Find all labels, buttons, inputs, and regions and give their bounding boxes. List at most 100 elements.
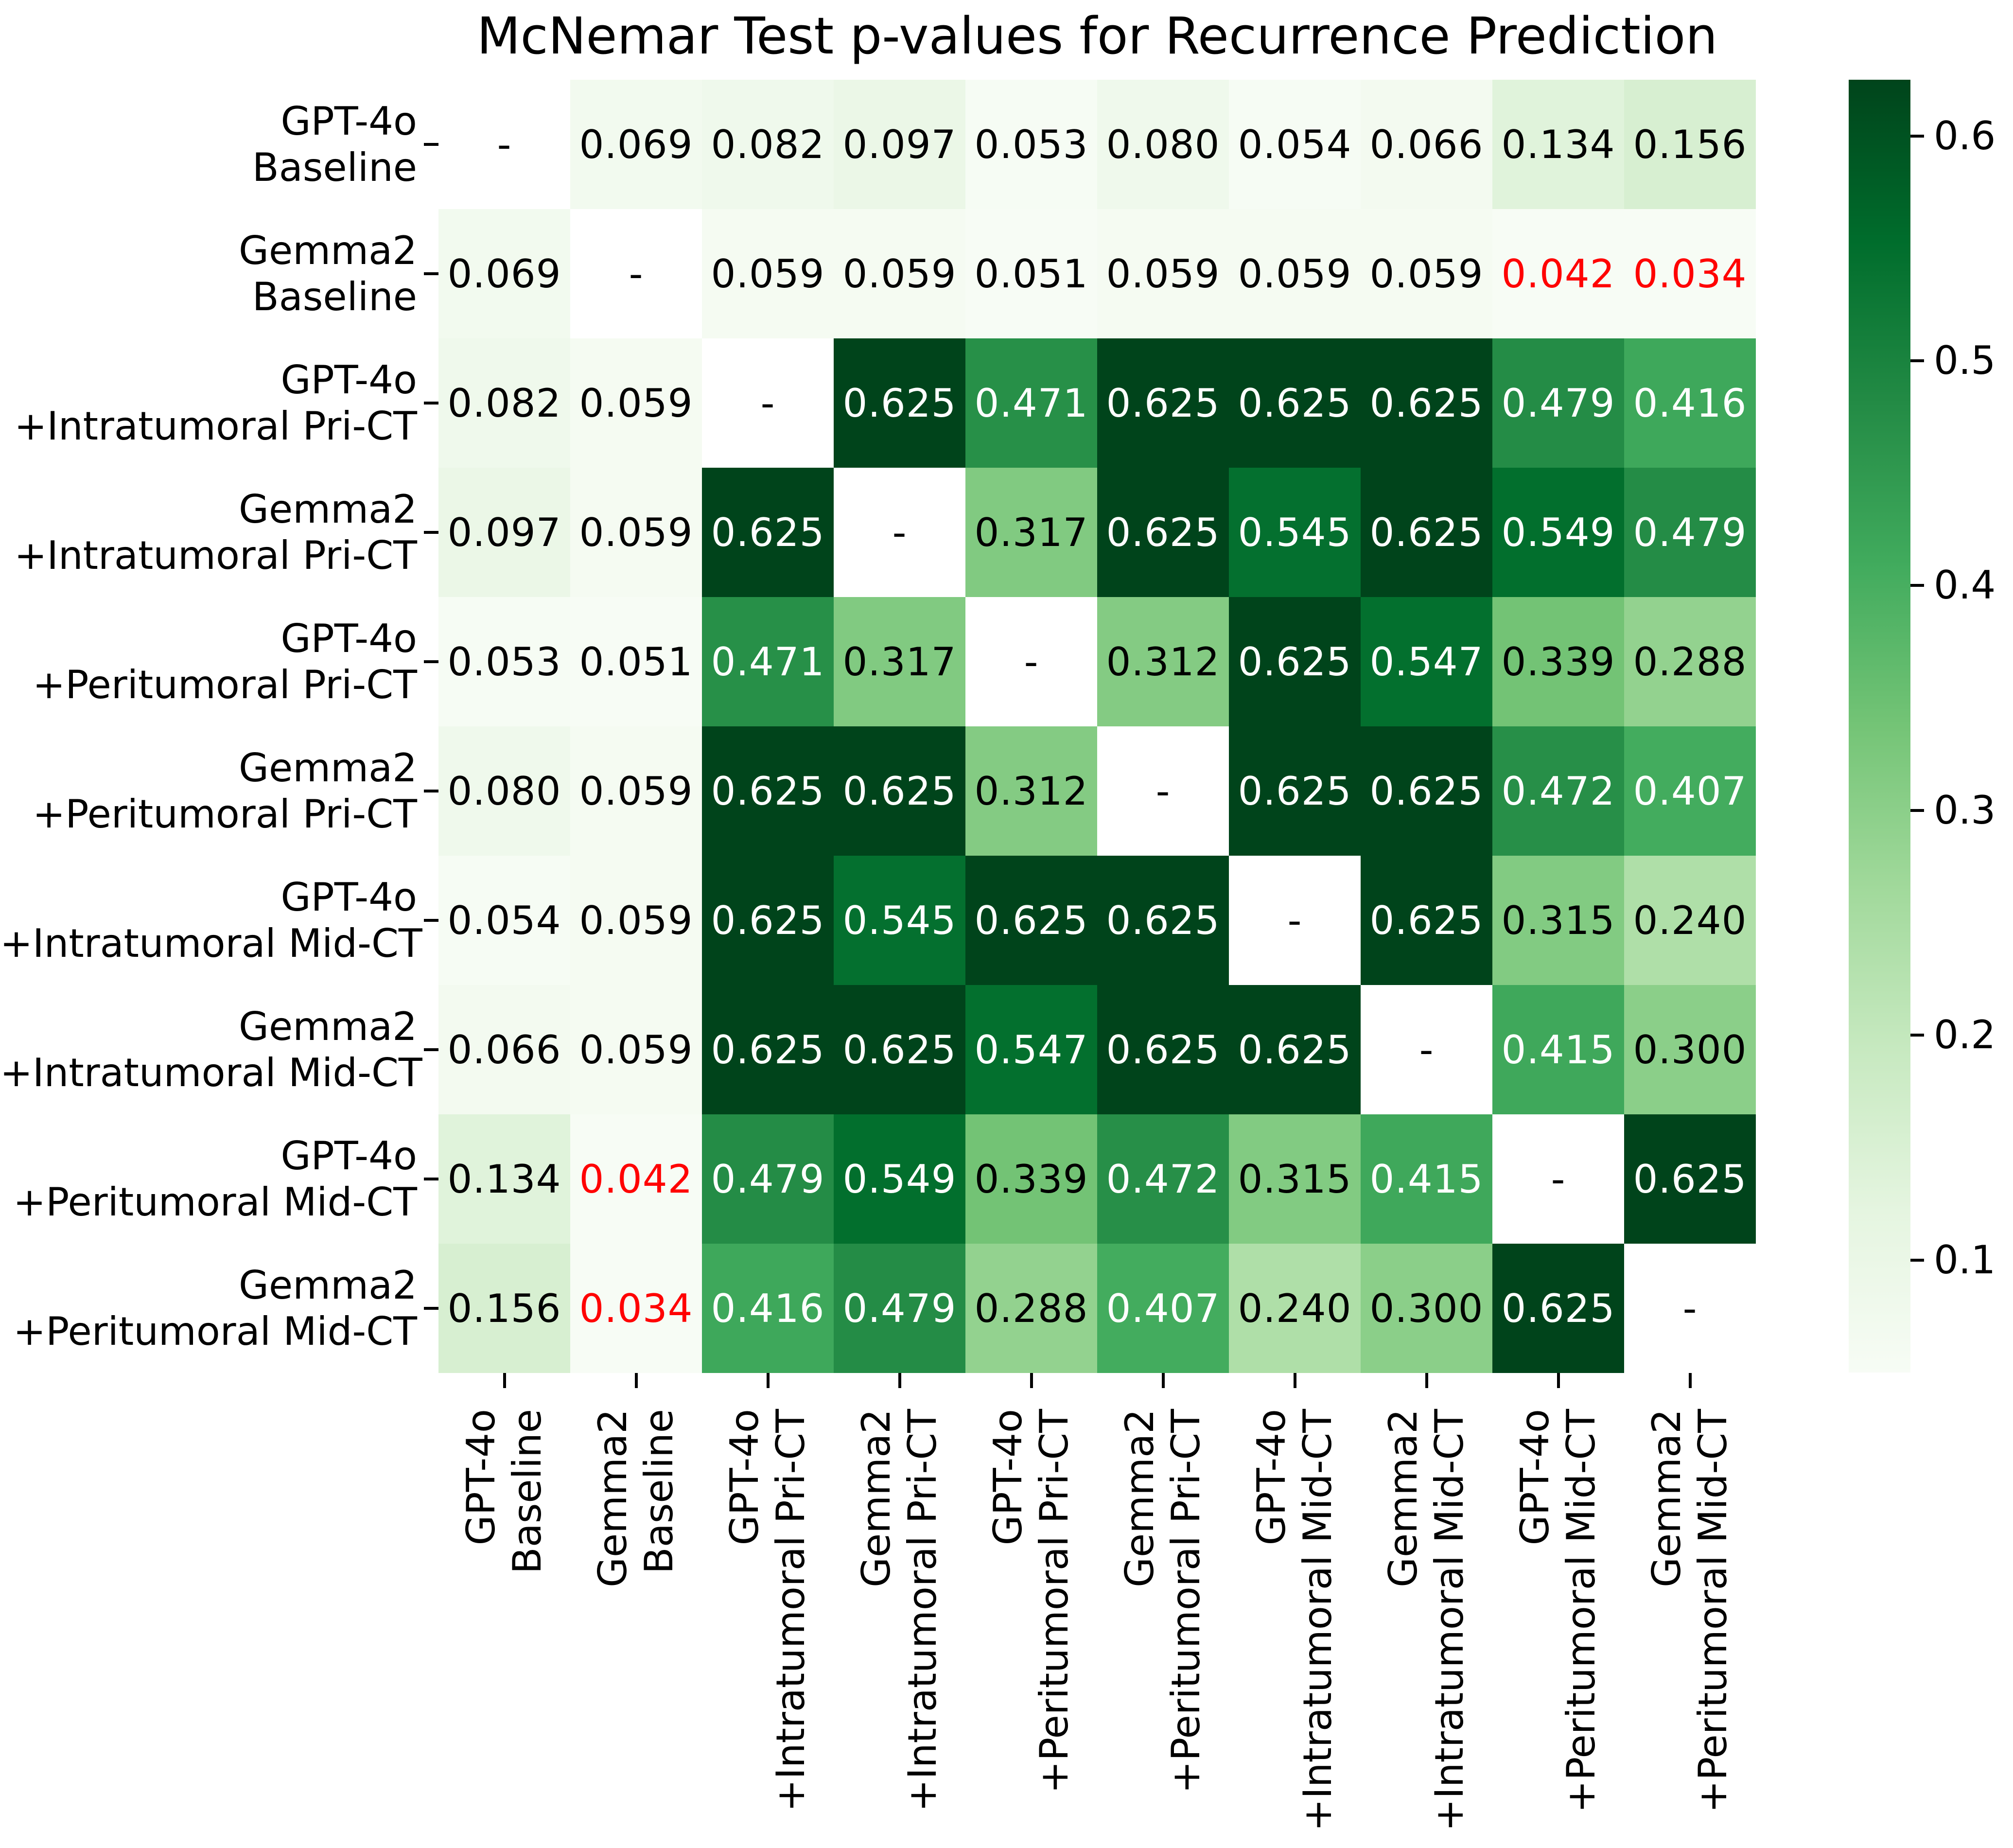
heatmap-cell: 0.416 [1624,338,1756,468]
heatmap-cell: 0.415 [1361,1114,1492,1244]
heatmap-cell: - [1097,726,1229,856]
heatmap-cell: - [570,209,702,338]
heatmap-cell: 0.288 [1624,597,1756,726]
heatmap-cell: 0.549 [834,1114,965,1244]
heatmap-cell: 0.082 [438,338,570,468]
heatmap-cell: 0.240 [1624,856,1756,985]
heatmap-cell: 0.625 [1361,338,1492,468]
chart-title: McNemar Test p-values for Recurrence Pre… [476,6,1718,66]
y-tick-mark [424,531,438,534]
heatmap-cell: 0.051 [570,597,702,726]
heatmap-cell: 0.069 [570,80,702,209]
colorbar-tick-mark [1910,359,1924,363]
heatmap-cell: 0.317 [965,468,1097,597]
x-tick-mark [898,1373,901,1388]
heatmap-cell: 0.034 [1624,209,1756,338]
colorbar-tick-mark [1910,134,1924,138]
heatmap-cell: 0.479 [702,1114,834,1244]
heatmap-cell: 0.625 [834,726,965,856]
colorbar-tick-label: 0.4 [1934,563,1996,608]
y-axis-label: GPT-4o Baseline [252,99,417,191]
heatmap-cell: 0.054 [438,856,570,985]
colorbar-tick-label: 0.1 [1934,1237,1996,1283]
x-axis-label: GPT-4o +Peritumoral Pri-CT [985,1409,1077,1794]
heatmap-cell: 0.472 [1097,1114,1229,1244]
heatmap-cell: 0.312 [965,726,1097,856]
x-axis-label: GPT-4o +Peritumoral Mid-CT [1512,1409,1604,1813]
heatmap-cell: 0.066 [1361,80,1492,209]
heatmap-cell: 0.059 [834,209,965,338]
y-tick-mark [424,1307,438,1310]
heatmap-cell: 0.407 [1624,726,1756,856]
heatmap-cell: 0.339 [965,1114,1097,1244]
heatmap-cell: - [1361,985,1492,1114]
x-axis-label: GPT-4o +Intratumoral Mid-CT [1248,1409,1340,1831]
heatmap-cell: 0.625 [1097,468,1229,597]
heatmap-cell: 0.082 [702,80,834,209]
x-tick-mark [1293,1373,1296,1388]
heatmap-cell: 0.625 [702,726,834,856]
y-tick-mark [424,919,438,922]
x-tick-mark [634,1373,638,1388]
y-tick-mark [424,272,438,275]
y-axis-label: Gemma2 +Intratumoral Mid-CT [0,1004,422,1096]
colorbar [1849,80,1910,1373]
y-tick-mark [424,1178,438,1180]
heatmap-cell: 0.053 [965,80,1097,209]
heatmap-cell: 0.625 [1361,468,1492,597]
y-tick-mark [424,790,438,792]
heatmap-cell: 0.080 [438,726,570,856]
heatmap-cell: 0.545 [1229,468,1361,597]
colorbar-tick-label: 0.5 [1934,338,1996,384]
heatmap-cell: 0.625 [1229,985,1361,1114]
heatmap-cell: 0.479 [834,1244,965,1373]
y-axis-label: Gemma2 +Intratumoral Pri-CT [14,487,417,579]
heatmap-cell: 0.547 [1361,597,1492,726]
heatmap-cell: 0.059 [570,726,702,856]
heatmap-cell: 0.069 [438,209,570,338]
heatmap-cell: 0.625 [1624,1114,1756,1244]
heatmap-cell: 0.407 [1097,1244,1229,1373]
heatmap-cell: 0.625 [1097,338,1229,468]
heatmap-cell: 0.625 [834,338,965,468]
heatmap-cell: 0.059 [570,985,702,1114]
x-axis-label: Gemma2 +Intratumoral Pri-CT [853,1409,945,1812]
heatmap-cell: 0.156 [1624,80,1756,209]
heatmap-cell: 0.059 [702,209,834,338]
heatmap-cell: 0.051 [965,209,1097,338]
heatmap-cell: 0.471 [965,338,1097,468]
heatmap-cell: 0.059 [1361,209,1492,338]
heatmap-cell: 0.059 [1229,209,1361,338]
colorbar-tick-mark [1910,1034,1924,1037]
heatmap-cell: 0.625 [702,985,834,1114]
heatmap-cell: 0.479 [1624,468,1756,597]
heatmap-cell: 0.156 [438,1244,570,1373]
colorbar-gradient [1849,80,1910,1373]
heatmap-cell: - [965,597,1097,726]
heatmap-cell: 0.471 [702,597,834,726]
heatmap-cell: 0.240 [1229,1244,1361,1373]
heatmap-cell: - [1229,856,1361,985]
heatmap-cell: 0.625 [965,856,1097,985]
y-axis-label: GPT-4o +Peritumoral Pri-CT [33,616,417,708]
heatmap-cell: 0.288 [965,1244,1097,1373]
heatmap-cell: 0.625 [702,856,834,985]
heatmap-cell: 0.097 [438,468,570,597]
heatmap-cell: 0.545 [834,856,965,985]
heatmap-cell: 0.054 [1229,80,1361,209]
x-tick-mark [766,1373,770,1388]
heatmap-cell: - [438,80,570,209]
heatmap-cell: 0.625 [1097,985,1229,1114]
x-axis-label: Gemma2 Baseline [590,1409,682,1587]
x-axis-label: Gemma2 +Peritumoral Pri-CT [1117,1409,1208,1794]
colorbar-tick-mark [1910,1258,1924,1262]
heatmap-cell: 0.300 [1361,1244,1492,1373]
heatmap-cell: 0.625 [834,985,965,1114]
heatmap-cell: 0.625 [1492,1244,1624,1373]
heatmap-cell: 0.059 [570,468,702,597]
x-tick-mark [1425,1373,1428,1388]
heatmap-cell: 0.080 [1097,80,1229,209]
y-axis-label: GPT-4o +Peritumoral Mid-CT [13,1133,417,1225]
heatmap: -0.069 0.082 0.097 0.053 0.080 0.054 0.066 0.13… [438,80,1756,1373]
